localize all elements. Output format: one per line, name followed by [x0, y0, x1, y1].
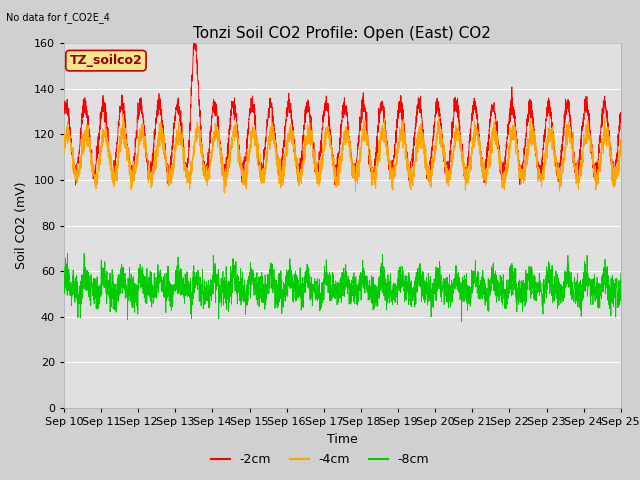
- Text: No data for f_CO2E_4: No data for f_CO2E_4: [6, 12, 110, 23]
- Text: TZ_soilco2: TZ_soilco2: [70, 54, 142, 67]
- Y-axis label: Soil CO2 (mV): Soil CO2 (mV): [15, 182, 28, 269]
- X-axis label: Time: Time: [327, 432, 358, 445]
- Title: Tonzi Soil CO2 Profile: Open (East) CO2: Tonzi Soil CO2 Profile: Open (East) CO2: [193, 25, 492, 41]
- Legend: -2cm, -4cm, -8cm: -2cm, -4cm, -8cm: [206, 448, 434, 471]
